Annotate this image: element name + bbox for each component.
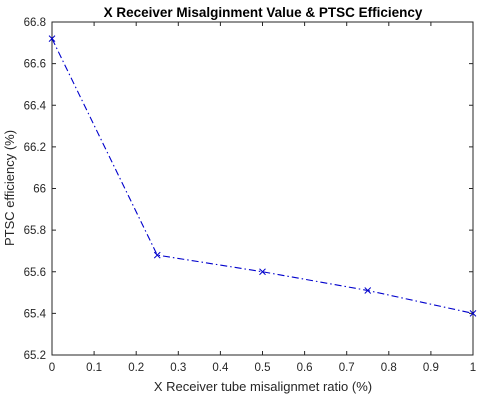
series-line (51, 38, 474, 314)
x-tick-label: 0.4 (212, 362, 229, 374)
y-tick-label: 66.6 (24, 59, 46, 71)
series-layer (48, 35, 477, 317)
x-tick-label: 0.7 (339, 362, 355, 374)
y-axis-label: PTSC efficiency (%) (2, 130, 17, 246)
x-axis-label: X Receiver tube misalignmet ratio (%) (154, 379, 372, 394)
plot-area: 0 0.1 0.2 0.3 0.4 0.5 0.6 0.7 0.8 0.9 1 65.265.465… (24, 17, 477, 374)
y-tick-label: 65.6 (24, 267, 46, 279)
x-tick-label: 0.2 (128, 362, 144, 374)
y-tick-label: 66.8 (24, 17, 46, 29)
data-point-marker (153, 251, 161, 259)
y-axis: 65.2 65.4 65.6 65.8 66 66.2 66.4 66.6 66.8 (24, 17, 473, 362)
y-tick-label: 66.4 (24, 100, 47, 112)
x-tick-label: 0.3 (170, 362, 186, 374)
chart-title: X Receiver Misalginment Value & PTSC Eff… (104, 5, 423, 20)
x-tick-label: 1 (470, 362, 476, 374)
data-point-marker (469, 310, 477, 317)
y-tick-label: 66 (33, 184, 46, 196)
data-point-marker (259, 268, 266, 276)
data-point-marker (364, 287, 372, 294)
x-tick-label: 0.6 (297, 362, 313, 374)
x-tick-label: 0.1 (86, 362, 102, 374)
axes-frame (51, 21, 474, 356)
x-tick-label: 0.5 (255, 362, 271, 374)
y-tick-label: 65.4 (24, 308, 47, 320)
data-point-marker (48, 35, 56, 43)
x-tick-label: 0.8 (381, 362, 397, 374)
y-tick-label: 65.2 (24, 350, 46, 362)
x-tick-label: 0.9 (423, 362, 439, 374)
x-tick-label: 0 (49, 362, 55, 374)
y-tick-label: 65.8 (24, 225, 46, 237)
y-tick-label: 66.2 (24, 142, 46, 154)
x-axis: 0 0.1 0.2 0.3 0.4 0.5 0.6 0.7 0.8 0.9 1 (49, 22, 476, 374)
